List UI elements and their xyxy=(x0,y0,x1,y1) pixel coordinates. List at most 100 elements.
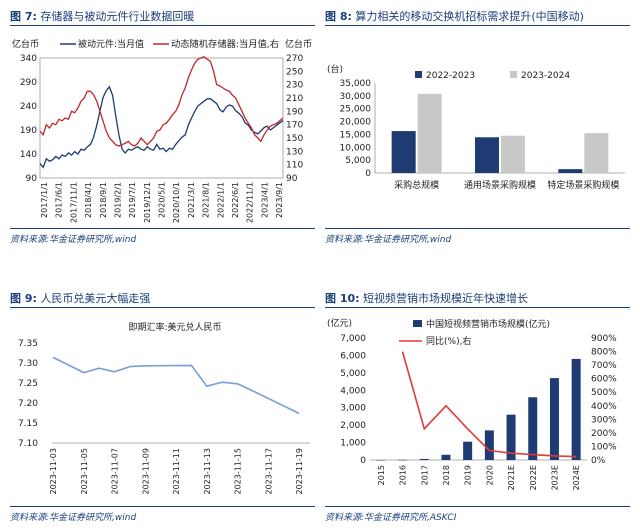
bar xyxy=(419,458,429,460)
y-tick-label: 7.20 xyxy=(18,399,38,409)
x-tick-label: 2017/11/1 xyxy=(69,182,78,223)
x-tick-label: 特定场景采购规模 xyxy=(547,179,619,191)
x-tick-label: 2019/12/1 xyxy=(143,182,152,223)
x-tick-label: 采购总规模 xyxy=(394,179,439,191)
y-tick-label-left: 290 xyxy=(20,78,37,88)
chart-fig9: 7.10 7.15 7.20 7.25 7.30 7.35 2023-11-03 2023-1… xyxy=(18,321,310,495)
x-tick-label: 2021/8/1 xyxy=(202,182,211,218)
y-tick-label: 35,000 xyxy=(340,79,372,89)
legend-label: 动态随机存储器:当月值,右 xyxy=(171,38,279,50)
title-rule xyxy=(325,25,630,26)
x-tick-label: 2023-11-15 xyxy=(234,448,243,495)
y-tick-label-left: 6,000 xyxy=(340,351,366,361)
legend-label: 2023-2024 xyxy=(521,71,570,81)
bar xyxy=(441,454,451,460)
panel-fig8: 图 8: 算力相关的移动交换机招标需求提升(中国移动) (台) 0 5,000 10,… xyxy=(325,8,630,248)
right-axis-unit: 亿台币 xyxy=(285,38,312,50)
y-tick-label-right: 90 xyxy=(286,174,298,184)
x-tick-label: 2022/6/1 xyxy=(231,182,240,218)
bar xyxy=(584,133,609,173)
legend-swatch xyxy=(510,71,517,78)
x-tick-label: 2024E xyxy=(572,465,581,490)
source-note: 资料来源:华金证券研究所,wind xyxy=(325,235,452,245)
x-tick-label: 2023-11-07 xyxy=(111,448,120,495)
y-tick-label: 15,000 xyxy=(340,130,372,140)
x-tick-label: 2023-11-09 xyxy=(141,448,150,495)
x-tick-label: 2018/4/1 xyxy=(84,182,93,218)
y-tick-label-right: 0% xyxy=(591,456,606,466)
y-tick-label-right: 400% xyxy=(591,402,617,412)
x-tick-label: 2022/1/1 xyxy=(216,182,225,218)
x-tick-label: 2023-11-03 xyxy=(49,448,58,495)
source-note: 资料来源:华金证券研究所,wind xyxy=(10,235,137,245)
y-tick-label-right: 900% xyxy=(591,334,617,344)
panel-title: 图 10: 短视频营销市场规模近年快速增长 xyxy=(325,292,529,305)
bar xyxy=(417,93,442,173)
panel-title: 图 8: 算力相关的移动交换机招标需求提升(中国移动) xyxy=(325,10,584,23)
legend-label: 被动元件:当月值 xyxy=(78,38,144,50)
legend-swatch xyxy=(413,320,422,327)
y-tick-label-right: 230 xyxy=(286,81,303,91)
legend-label: 中国短视频营销市场规模(亿元) xyxy=(426,318,550,330)
y-tick-label-left: 190 xyxy=(20,126,37,136)
y-tick-label-right: 130 xyxy=(286,147,303,157)
y-axis-unit: (台) xyxy=(327,63,343,75)
x-tick-label: 2018 xyxy=(442,465,451,485)
series-line xyxy=(401,351,577,458)
x-tick-label: 2015 xyxy=(377,465,386,485)
panel-fig9: 图 9: 人民币兑美元大幅走强 7.10 7.15 7.20 7.25 7.30 7.35… xyxy=(10,290,315,526)
y-tick-label-right: 150 xyxy=(286,134,303,144)
y-tick-label-left: 1,000 xyxy=(340,439,366,449)
x-tick-label: 2022/11/1 xyxy=(246,182,255,223)
bar xyxy=(398,459,408,461)
x-tick-label: 2021E xyxy=(507,465,516,490)
x-tick-label: 2023/4/1 xyxy=(260,182,269,218)
y-tick-label-right: 190 xyxy=(286,107,303,117)
series-line xyxy=(52,356,300,415)
bar xyxy=(571,358,581,460)
source-rule xyxy=(325,228,630,229)
panel-title: 图 7: 存储器与被动元件行业数据回暖 xyxy=(10,10,195,23)
y-tick-label-left: 2,000 xyxy=(340,421,366,431)
title-rule xyxy=(10,25,315,26)
plot-frame xyxy=(39,57,284,179)
x-tick-label: 2017 xyxy=(420,465,429,485)
x-tick-label: 2020/10/1 xyxy=(172,182,181,223)
x-tick-label: 2023-11-11 xyxy=(172,448,181,495)
x-tick-label: 2023/9/1 xyxy=(275,182,284,218)
bar xyxy=(391,131,416,173)
panel-title: 图 9: 人民币兑美元大幅走强 xyxy=(10,292,151,305)
y-tick-label-left: 5,000 xyxy=(340,369,366,379)
legend-swatch xyxy=(415,71,422,78)
chart-fig10: (亿元) 0 1,000 2,000 3,000 4,000 5,000 6,000 7,000… xyxy=(327,317,617,490)
x-tick-label: 2020/5/1 xyxy=(158,182,167,218)
y-tick-label: 7.10 xyxy=(18,439,38,449)
panel-fig10: 图 10: 短视频营销市场规模近年快速增长 (亿元) 0 1,000 2,000 3,0… xyxy=(325,290,630,526)
y-tick-label-left: 7,000 xyxy=(340,334,366,344)
x-tick-label: 2020 xyxy=(485,465,494,485)
x-tick-label: 2018/9/1 xyxy=(99,182,108,218)
y-tick-label-right: 210 xyxy=(286,94,303,104)
chart-fig7: 亿台币 亿台币 90 140 190 240 290 340 90 110 130 150 170 190… xyxy=(12,38,312,223)
y-tick-label-left: 3,000 xyxy=(340,404,366,414)
y-tick-label-right: 250 xyxy=(286,67,303,77)
source-rule xyxy=(10,228,315,229)
y-tick-label-left: 0 xyxy=(360,456,366,466)
y-tick-label: 7.35 xyxy=(18,339,38,349)
y-tick-label: 20,000 xyxy=(340,118,372,128)
x-tick-label: 2023-11-17 xyxy=(264,448,273,495)
x-tick-label: 2023-11-19 xyxy=(295,448,304,495)
x-tick-label: 2019/2/1 xyxy=(113,182,122,218)
y-tick-label: 10,000 xyxy=(340,143,372,153)
y-tick-label: 7.25 xyxy=(18,379,38,389)
y-tick-label-right: 600% xyxy=(591,375,617,385)
y-tick-label-right: 300% xyxy=(591,415,617,425)
y-tick-label-right: 500% xyxy=(591,388,617,398)
x-tick-label: 2017/6/1 xyxy=(55,182,64,218)
y-tick-label-left: 340 xyxy=(20,54,37,64)
source-note: 资料来源:华金证券研究所,wind xyxy=(10,513,137,523)
bar xyxy=(549,378,559,460)
y-tick-label: 30,000 xyxy=(340,92,372,102)
y-tick-label-right: 270 xyxy=(286,54,303,64)
title-rule xyxy=(325,307,630,308)
